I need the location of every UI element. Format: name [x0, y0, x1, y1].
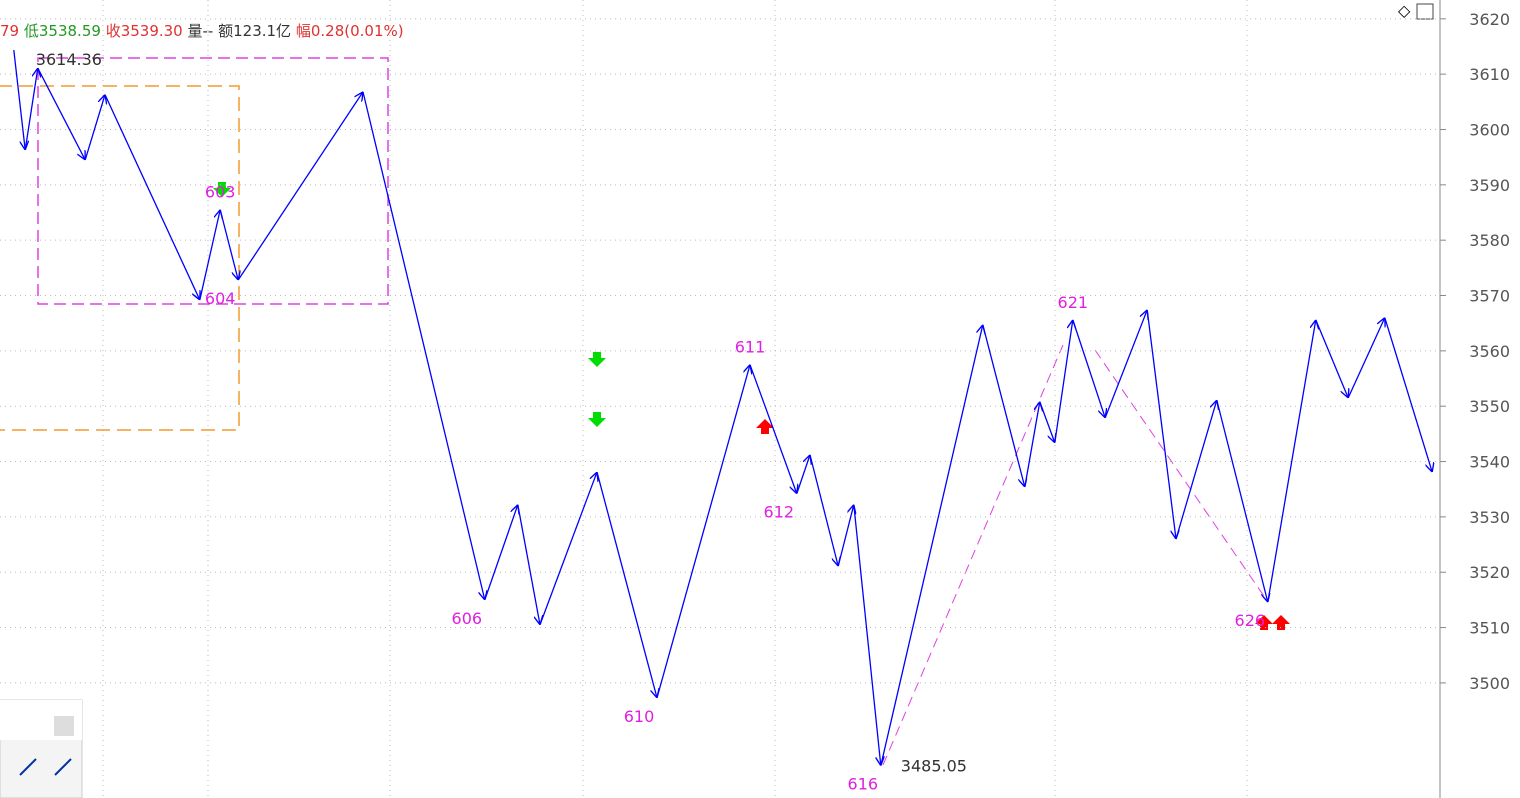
pivot-label: 612	[764, 503, 795, 522]
zigzag-segment	[1384, 317, 1432, 472]
y-tick-label: 3580	[1469, 231, 1510, 250]
zigzag-segment	[517, 504, 540, 625]
header-text: 收3539.30	[105, 22, 183, 40]
zigzag-segment	[1216, 399, 1268, 602]
zigzag-segment	[656, 365, 750, 699]
y-tick-label: 3550	[1469, 397, 1510, 416]
pivot-label: 610	[624, 707, 655, 726]
y-tick-label: 3560	[1469, 342, 1510, 361]
zigzag-segment	[1267, 320, 1316, 603]
zigzag-segment	[484, 505, 518, 601]
zigzag-segment	[982, 324, 1025, 487]
y-tick-label: 3620	[1469, 10, 1510, 29]
y-tick-label: 3610	[1469, 65, 1510, 84]
zigzag-segment	[749, 364, 797, 494]
pivot-label: 603	[205, 183, 236, 202]
box	[37, 57, 389, 305]
zigzag-segment	[1175, 400, 1217, 540]
pivot-label: 606	[452, 609, 483, 628]
y-tick-label: 3590	[1469, 176, 1510, 195]
zigzag-segment	[84, 95, 105, 161]
y-tick-label: 3510	[1469, 619, 1510, 638]
low-label: 3485.05	[901, 757, 967, 776]
y-tick-label: 3530	[1469, 508, 1510, 527]
trend-line	[882, 344, 1064, 766]
zigzag-segment	[539, 472, 597, 626]
header-text: 幅0.28(0.01%)	[295, 22, 404, 40]
zigzag-segment	[809, 454, 838, 566]
icon[interactable]: ◇	[1398, 1, 1411, 20]
pivot-label: 604	[205, 289, 236, 308]
zigzag-segment	[837, 505, 854, 567]
pivot-label: 621	[1058, 293, 1089, 312]
zigzag-segment	[1072, 319, 1105, 418]
pivot-label: 626	[1235, 611, 1266, 630]
icon[interactable]	[1416, 3, 1434, 20]
y-tick-label: 3570	[1469, 287, 1510, 306]
trend-line	[1094, 349, 1269, 603]
zigzag-segment	[104, 94, 200, 300]
zigzag-segment	[362, 91, 485, 600]
zigzag-segment	[596, 471, 657, 698]
zigzag-segment	[219, 209, 238, 280]
zigzag-segment	[796, 455, 810, 494]
zigzag-segment	[1039, 401, 1055, 443]
y-tick-label: 3500	[1469, 674, 1510, 693]
zigzag-segment	[1024, 402, 1040, 488]
y-tick-label: 3520	[1469, 563, 1510, 582]
zigzag-segment	[24, 68, 38, 151]
header-text: 79	[0, 22, 20, 40]
zigzag-segment	[853, 504, 881, 766]
zigzag-segment	[1104, 310, 1147, 419]
zigzag-segment	[199, 210, 220, 301]
header-text: 量--	[187, 22, 214, 40]
arrows	[213, 182, 1290, 630]
zigzag-segment	[37, 67, 85, 160]
grid	[102, 0, 1248, 798]
zigzag-segment	[1315, 319, 1348, 398]
zigzag-segment	[237, 92, 363, 281]
header-text: 额123.1亿	[218, 22, 292, 40]
y-tick-label: 3540	[1469, 453, 1510, 472]
pivot-label: 616	[848, 775, 879, 794]
zigzag-segment	[1054, 320, 1073, 443]
box	[0, 85, 240, 431]
zigzag-segment	[880, 325, 983, 766]
high-label: 3614.36	[36, 50, 102, 69]
toolbox	[0, 699, 83, 798]
pivot-label: 611	[735, 338, 766, 357]
header-text: 低3538.59	[23, 22, 101, 40]
zigzag-segment	[13, 49, 25, 150]
zigzag-segment	[1347, 318, 1385, 399]
zigzag-segment	[1146, 309, 1176, 539]
header: 79 低3538.59 收3539.30 量-- 额123.1亿 幅0.28(0…	[0, 20, 404, 41]
y-tick-label: 3600	[1469, 120, 1510, 139]
